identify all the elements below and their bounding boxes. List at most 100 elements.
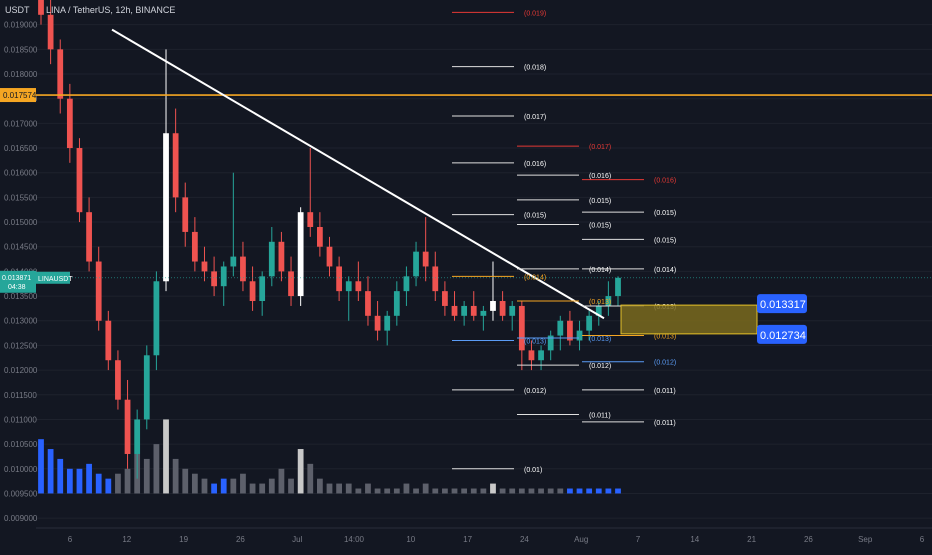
fib-level-label: (0.01) <box>524 467 542 474</box>
y-tick-label: 0.014500 <box>4 243 38 252</box>
x-tick-label: 7 <box>636 535 641 544</box>
fib-level-label: (0.011) <box>654 420 676 427</box>
x-tick-label: Sep <box>858 535 873 544</box>
volume-bar <box>47 449 54 494</box>
candle-body <box>432 266 439 292</box>
candle-body <box>480 310 487 316</box>
candle-body <box>47 14 54 50</box>
candle-body <box>95 261 102 321</box>
volume-bar <box>95 473 102 494</box>
y-tick-label: 0.012000 <box>4 366 38 375</box>
y-tick-label: 0.016000 <box>4 169 38 178</box>
volume-bar <box>518 488 525 494</box>
fib-level-label: (0.011) <box>589 413 611 420</box>
zone-bottom-label: 0.012734 <box>760 330 806 342</box>
candle-body <box>567 320 573 341</box>
countdown-label: 04:38 <box>8 284 26 291</box>
volume-bar <box>249 483 256 494</box>
candle-body <box>384 315 391 331</box>
volume-bar <box>38 439 44 494</box>
volume-bar <box>615 488 621 494</box>
candle-body <box>259 276 266 302</box>
volume-bar <box>105 478 112 494</box>
candle-body <box>297 212 304 297</box>
x-tick-label: 21 <box>747 535 756 544</box>
fib-level-label: (0.017) <box>589 144 611 151</box>
candle-body <box>249 281 256 302</box>
candle-body <box>201 261 208 272</box>
candle-body <box>470 305 477 316</box>
fib-level-label: (0.012) <box>654 360 676 367</box>
candle-body <box>220 266 227 287</box>
y-tick-label: 0.015000 <box>4 218 38 227</box>
y-tick-label: 0.018500 <box>4 45 38 54</box>
volume-bar <box>365 483 371 494</box>
volume-bar <box>595 488 602 494</box>
fib-level-label: (0.017) <box>524 114 546 121</box>
currency-label: USDT <box>5 5 30 15</box>
volume-bar <box>393 488 400 494</box>
last-price-tag <box>0 270 36 293</box>
volume-bar <box>211 483 217 494</box>
volume-bar <box>384 488 391 494</box>
fib-level-label: (0.015) <box>589 198 611 205</box>
candle-body <box>461 305 468 316</box>
volume-bar <box>259 483 266 494</box>
volume-bar <box>76 468 83 494</box>
fib-level-label: (0.014) <box>524 274 546 281</box>
candle-body <box>422 251 429 267</box>
fib-level-label: (0.013) <box>524 338 546 345</box>
candle-body <box>336 266 343 292</box>
candle-body <box>124 399 131 454</box>
y-tick-label: 0.018000 <box>4 70 38 79</box>
x-tick-label: 12 <box>122 535 131 544</box>
candle-body <box>278 241 285 272</box>
fib-level-label: (0.012) <box>524 388 546 395</box>
horizontal-ray-label: 0.017574 <box>3 91 37 100</box>
candle-body <box>211 271 217 287</box>
x-tick-label: 17 <box>463 535 472 544</box>
candle-body <box>586 315 593 331</box>
fib-level-label: (0.015) <box>589 223 611 230</box>
volume-bar <box>66 468 73 494</box>
candle-body <box>86 212 92 262</box>
candle-body <box>105 320 112 361</box>
volume-bar <box>509 488 516 494</box>
candle-body <box>509 305 516 316</box>
candle-body <box>547 335 554 351</box>
chart-header: USDT LINA / TetherUS, 12h, BINANCE <box>5 5 189 15</box>
volume-bar <box>576 488 583 494</box>
fib-level-label: (0.019) <box>524 10 546 17</box>
y-tick-label: 0.010500 <box>4 440 38 449</box>
candle-body <box>76 148 83 213</box>
candle-body <box>365 291 371 316</box>
volume-bar <box>547 488 554 494</box>
volume-bar <box>191 473 198 494</box>
x-tick-label: 6 <box>68 535 73 544</box>
volume-bar <box>480 488 487 494</box>
x-tick-label: 26 <box>804 535 813 544</box>
volume-bar <box>490 483 496 494</box>
candle-body <box>316 226 323 247</box>
volume-bar <box>605 488 612 494</box>
volume-bar <box>163 419 169 494</box>
volume-bar <box>201 478 208 494</box>
x-tick-label: 14:00 <box>344 535 365 544</box>
candle-body <box>442 291 448 306</box>
candle-body <box>605 296 612 306</box>
candle-body <box>576 330 583 341</box>
trendline <box>111 28 605 320</box>
volume-bar <box>470 488 477 494</box>
volume-bar <box>345 483 352 494</box>
fib-level-label: (0.013) <box>589 336 611 343</box>
candle-body <box>182 197 189 232</box>
y-tick-label: 0.010000 <box>4 465 38 474</box>
volume-bar <box>557 488 564 494</box>
fib-level-label: (0.012) <box>589 363 611 370</box>
zone-top-tag <box>757 294 807 314</box>
fib-level-label: (0.014) <box>589 267 611 274</box>
volume-bar <box>278 468 285 494</box>
candle-body <box>307 212 314 227</box>
